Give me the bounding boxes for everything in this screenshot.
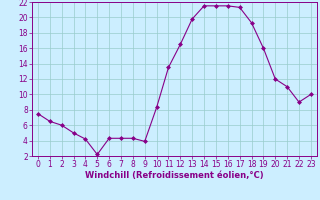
X-axis label: Windchill (Refroidissement éolien,°C): Windchill (Refroidissement éolien,°C): [85, 171, 264, 180]
